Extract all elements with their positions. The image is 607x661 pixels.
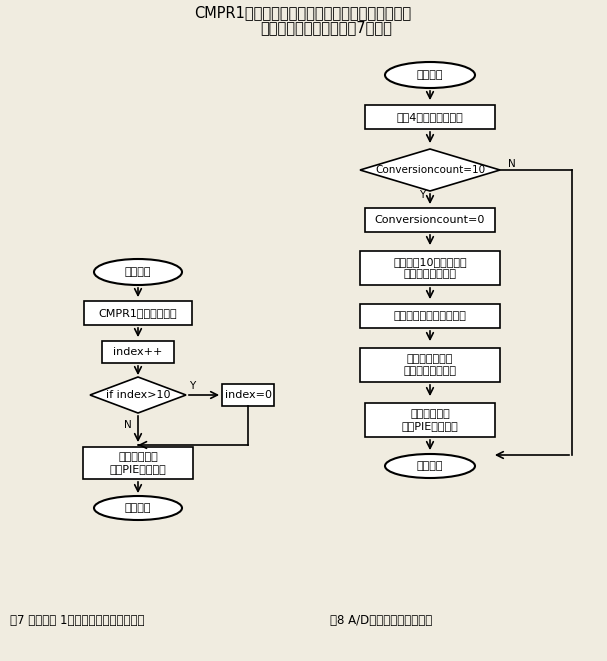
- Text: 中断返回: 中断返回: [125, 503, 151, 513]
- FancyBboxPatch shape: [83, 447, 193, 479]
- Text: 每个通道10个转换结果
进行算术平均滤波: 每个通道10个转换结果 进行算术平均滤波: [393, 257, 467, 279]
- Ellipse shape: [385, 454, 475, 478]
- Text: index=0: index=0: [225, 390, 271, 400]
- FancyBboxPatch shape: [102, 341, 174, 363]
- FancyBboxPatch shape: [365, 105, 495, 129]
- Text: 图8 A/D转换中断服务流程图: 图8 A/D转换中断服务流程图: [330, 613, 432, 627]
- Text: 清除中断标志
打开PIE中断响应: 清除中断标志 打开PIE中断响应: [110, 452, 166, 474]
- FancyBboxPatch shape: [360, 251, 500, 285]
- Text: Y: Y: [419, 190, 425, 200]
- Text: index++: index++: [114, 347, 163, 357]
- Ellipse shape: [94, 259, 182, 285]
- Text: if index>10: if index>10: [106, 390, 170, 400]
- Text: 中断开始: 中断开始: [417, 70, 443, 80]
- Text: 读取4个通道转换结果: 读取4个通道转换结果: [396, 112, 463, 122]
- FancyBboxPatch shape: [360, 304, 500, 328]
- Text: 中断返回: 中断返回: [417, 461, 443, 471]
- Text: N: N: [508, 159, 516, 169]
- Text: CMPR1的重载是通过比较单元匹配中断来实现的，: CMPR1的重载是通过比较单元匹配中断来实现的，: [194, 5, 412, 20]
- FancyBboxPatch shape: [360, 348, 500, 382]
- Text: 中断开始: 中断开始: [125, 267, 151, 277]
- Polygon shape: [360, 149, 500, 191]
- Text: Conversioncount=10: Conversioncount=10: [375, 165, 485, 175]
- Text: 平均结果转换成数字信号: 平均结果转换成数字信号: [393, 311, 466, 321]
- FancyBboxPatch shape: [365, 208, 495, 232]
- Text: 清除中断标志
打开PIE中断响应: 清除中断标志 打开PIE中断响应: [402, 409, 458, 431]
- FancyBboxPatch shape: [365, 403, 495, 437]
- Polygon shape: [90, 377, 186, 413]
- Text: 中断服务程序流程图如图7所示。: 中断服务程序流程图如图7所示。: [260, 20, 392, 36]
- FancyBboxPatch shape: [222, 384, 274, 406]
- Text: Y: Y: [189, 381, 195, 391]
- Ellipse shape: [385, 62, 475, 88]
- Text: CMPR1装载新正弦值: CMPR1装载新正弦值: [99, 308, 177, 318]
- Text: 图7 比较单元 1比较中断服务程序流程图: 图7 比较单元 1比较中断服务程序流程图: [10, 613, 144, 627]
- Text: Conversioncount=0: Conversioncount=0: [375, 215, 485, 225]
- Text: 数字信号转换成
实际电压、电流值: 数字信号转换成 实际电压、电流值: [404, 354, 456, 376]
- FancyBboxPatch shape: [84, 301, 192, 325]
- Text: N: N: [124, 420, 132, 430]
- Ellipse shape: [94, 496, 182, 520]
